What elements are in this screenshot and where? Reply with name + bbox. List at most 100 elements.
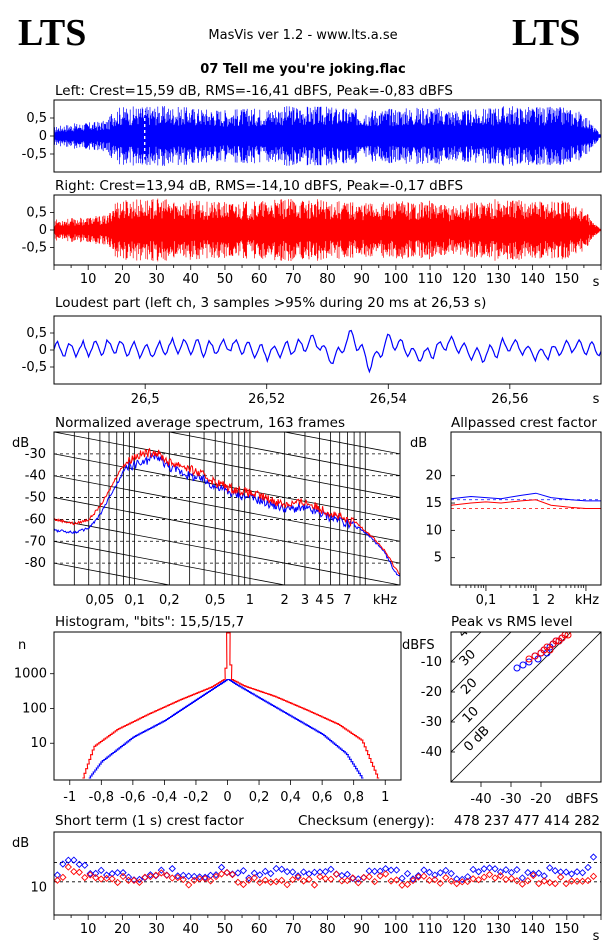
stc-point <box>442 873 450 882</box>
stc-point <box>409 875 417 883</box>
crest-ylabel: dB <box>410 436 427 451</box>
stc-point <box>474 876 483 884</box>
stc-point <box>371 867 379 876</box>
stc-point <box>278 865 286 873</box>
stc-point <box>365 867 373 875</box>
stc-point <box>447 869 455 878</box>
left-waveform-plot: 0,5 0 -0,5 <box>22 99 602 173</box>
stc-point <box>431 875 439 884</box>
stc-point <box>299 868 308 876</box>
stc-xtick-label: 70 <box>285 922 302 937</box>
stc-point <box>321 867 330 876</box>
stc-point <box>573 868 581 876</box>
histogram-trace-left <box>88 678 364 779</box>
stc-xtick-label: 110 <box>418 922 443 937</box>
stc-point <box>294 872 302 880</box>
stc-point <box>518 874 527 882</box>
file-title: 07 Tell me you're joking.flac <box>200 62 405 77</box>
right-waveform-xtick-label: 10 <box>80 272 97 287</box>
stc-ylabel: dB <box>12 836 29 851</box>
stc-point <box>321 874 330 883</box>
crest-frame <box>450 431 602 586</box>
stc-point <box>529 870 537 878</box>
spectrum-xlabel-tick: 0,1 <box>124 593 145 608</box>
stc-point <box>239 867 248 875</box>
right-waveform-xtick-label: 20 <box>114 272 131 287</box>
peak-vs-rms-title: Peak vs RMS level <box>451 614 573 630</box>
stc-point <box>507 874 516 883</box>
pvr-crest-line <box>451 632 512 693</box>
stc-xtick-label: 60 <box>251 922 268 937</box>
spectrum-plot: -30 -40 -50 -60 -70 -80 0,05 0,1 0,2 0,5 1 2 3 4 5 7 <box>25 345 401 608</box>
stc-point <box>141 873 149 881</box>
g-left-ytick-label: 0,5 <box>26 111 47 126</box>
histogram-xlabel-tick: 0 <box>223 790 231 805</box>
stc-point <box>584 863 592 872</box>
stc-point <box>469 875 477 883</box>
stc-point <box>250 869 258 877</box>
crest-ylabel-tick: 5 <box>434 551 442 566</box>
right-waveform-xtick-label: 50 <box>217 272 234 287</box>
stc-xtick-label: 40 <box>182 922 199 937</box>
spectrum-slope-line <box>54 562 172 585</box>
stc-point <box>327 875 335 883</box>
stc-point <box>557 873 565 881</box>
stc-point <box>589 872 598 880</box>
allpassed-crest-title: Allpassed crest factor <box>451 415 597 431</box>
loudest-part-xlabel: 26,56 <box>491 392 528 407</box>
pvr-crest-label: 10 <box>460 704 482 726</box>
spectrum-slope-line <box>167 432 400 477</box>
stc-point <box>546 878 554 887</box>
stc-point <box>217 870 226 878</box>
stc-point <box>529 871 537 880</box>
pvr-lines: 40 30 20 100 dB <box>451 632 601 782</box>
pvr-crest-line <box>451 632 542 723</box>
stc-point <box>507 868 516 877</box>
stc-xtick-label: 10 <box>80 922 97 937</box>
stc-point <box>338 877 346 885</box>
stc-point <box>124 873 133 881</box>
spectrum-slope-line <box>54 345 400 411</box>
stc-point <box>245 876 253 884</box>
stc-point <box>562 868 570 876</box>
stc-point <box>578 869 587 877</box>
stc-point <box>376 867 384 875</box>
histogram-xlabel-tick: 0,2 <box>249 790 270 805</box>
stc-point <box>272 864 280 873</box>
spectrum-slope-line <box>54 540 287 585</box>
app-title: MasVis ver 1.2 - www.lts.a.se <box>208 28 397 43</box>
stc-point <box>267 869 275 878</box>
stc-point <box>535 879 543 888</box>
spectrum-frame <box>53 431 401 586</box>
stc-xtick-label: 80 <box>319 922 336 937</box>
stc-xtick-label: 20 <box>114 922 131 937</box>
stc-point <box>261 876 269 884</box>
stc-point <box>119 868 127 877</box>
histogram-xlabel-tick: -0,2 <box>183 790 208 805</box>
stc-point <box>75 868 83 876</box>
stc-point <box>365 873 373 881</box>
g-right-trace <box>53 198 601 262</box>
stc-point <box>409 876 417 885</box>
stc-point <box>217 863 226 872</box>
spectrum-xlabel-tick: 0,05 <box>85 593 114 608</box>
pvr-crest-line <box>451 632 601 782</box>
stc-xtick-label: 50 <box>217 922 234 937</box>
stc-point <box>469 865 477 874</box>
stc-point <box>70 856 78 864</box>
pvr-point <box>525 655 533 663</box>
stc-point <box>524 877 532 885</box>
stc-point <box>431 871 439 879</box>
stc-point <box>376 872 384 880</box>
stc-point <box>53 876 62 884</box>
pvr-crest-label: 30 <box>457 647 479 669</box>
stc-point <box>578 877 587 885</box>
g-right-ytick-label: 0 <box>39 223 47 238</box>
stc-point <box>64 856 72 864</box>
spectrum-slope-line <box>54 497 400 564</box>
stc-point <box>174 873 182 882</box>
stc-point <box>524 868 532 877</box>
stc-point <box>562 879 570 888</box>
stc-point <box>305 875 313 883</box>
